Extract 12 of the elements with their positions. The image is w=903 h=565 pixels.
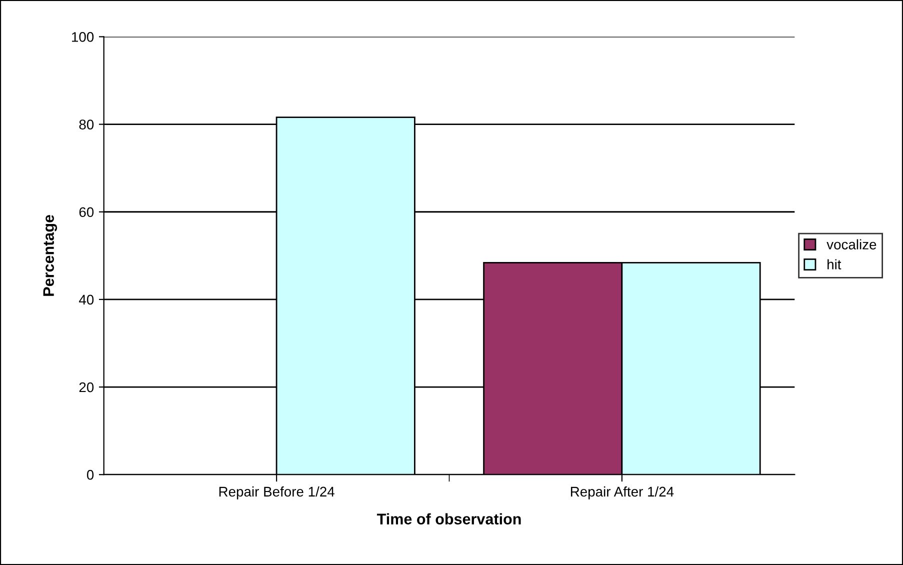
legend-label: vocalize: [826, 239, 876, 250]
y-tick-label: 0: [86, 470, 94, 480]
y-tick-label: 40: [78, 294, 94, 305]
y-tick-label: 100: [72, 32, 94, 42]
x-tick-label: Repair After 1/24: [570, 486, 674, 500]
y-tick-label: 20: [79, 382, 94, 392]
x-tick-label: Repair Before 1/24: [219, 486, 334, 500]
x-axis-title: Time of observation: [376, 513, 521, 524]
y-axis-title: Percentage: [43, 214, 58, 296]
legend-label: hit: [828, 259, 842, 270]
y-tick-label: 60: [79, 207, 94, 218]
y-tick-label: 80: [79, 120, 94, 130]
